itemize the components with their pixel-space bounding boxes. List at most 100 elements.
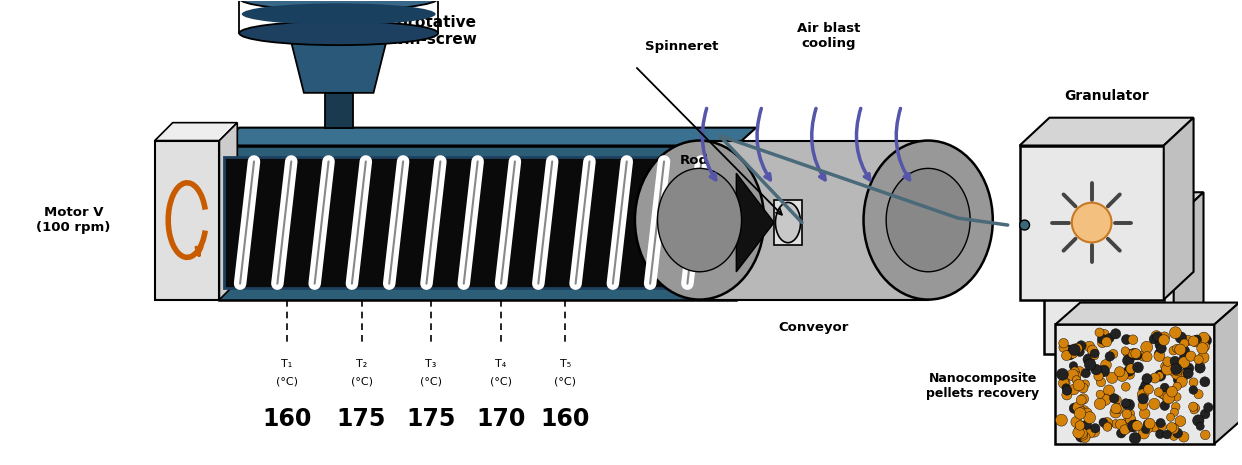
Circle shape <box>1166 364 1177 375</box>
Circle shape <box>1062 351 1072 360</box>
Circle shape <box>1194 355 1203 364</box>
Text: 160: 160 <box>540 407 590 431</box>
Circle shape <box>1100 418 1113 429</box>
Text: 175: 175 <box>406 407 456 431</box>
Circle shape <box>1087 413 1094 421</box>
Circle shape <box>1123 399 1134 411</box>
Text: Motor V
(100 rpm): Motor V (100 rpm) <box>36 206 111 234</box>
Circle shape <box>1110 404 1122 414</box>
Text: Conveyor: Conveyor <box>779 321 850 334</box>
Circle shape <box>1170 432 1179 440</box>
Circle shape <box>1138 393 1149 404</box>
Ellipse shape <box>240 21 438 45</box>
Circle shape <box>1103 385 1114 396</box>
Circle shape <box>1094 372 1103 381</box>
Text: Corotative
twin-screw: Corotative twin-screw <box>384 15 478 47</box>
Circle shape <box>1133 362 1144 373</box>
Circle shape <box>1082 369 1090 378</box>
Ellipse shape <box>886 168 970 272</box>
Circle shape <box>1084 359 1095 370</box>
Circle shape <box>1180 346 1190 356</box>
Ellipse shape <box>635 140 764 299</box>
Circle shape <box>1073 427 1084 438</box>
Circle shape <box>1171 364 1182 374</box>
Polygon shape <box>220 123 237 299</box>
Circle shape <box>1172 365 1182 376</box>
Ellipse shape <box>775 202 801 243</box>
Circle shape <box>1095 328 1104 337</box>
Circle shape <box>1059 343 1068 352</box>
Circle shape <box>1189 385 1197 394</box>
Circle shape <box>1126 423 1135 432</box>
Circle shape <box>1141 373 1153 384</box>
Circle shape <box>1082 408 1092 418</box>
Circle shape <box>1078 394 1088 404</box>
Circle shape <box>1170 408 1179 416</box>
Circle shape <box>1199 332 1210 344</box>
Circle shape <box>1141 425 1150 433</box>
Circle shape <box>1124 365 1135 376</box>
Circle shape <box>1154 351 1165 361</box>
Circle shape <box>1079 406 1089 415</box>
Circle shape <box>1179 432 1189 442</box>
Circle shape <box>1072 376 1081 384</box>
Circle shape <box>1155 372 1164 380</box>
Circle shape <box>1155 349 1164 358</box>
Circle shape <box>1103 423 1112 432</box>
Circle shape <box>1186 351 1196 361</box>
Circle shape <box>1155 430 1165 438</box>
Circle shape <box>1086 428 1095 438</box>
Circle shape <box>1200 335 1211 346</box>
Circle shape <box>1126 409 1135 418</box>
Circle shape <box>1074 366 1084 376</box>
Circle shape <box>1069 362 1078 370</box>
Text: T₅: T₅ <box>560 359 571 369</box>
Circle shape <box>1057 368 1068 380</box>
Circle shape <box>1160 383 1169 392</box>
Circle shape <box>1090 364 1102 375</box>
Circle shape <box>1197 352 1208 363</box>
Circle shape <box>1122 347 1129 355</box>
Ellipse shape <box>863 140 992 299</box>
Circle shape <box>1071 367 1079 376</box>
Circle shape <box>1203 403 1213 412</box>
Bar <box>1045 220 1174 354</box>
Circle shape <box>1114 366 1125 377</box>
Circle shape <box>1076 347 1084 357</box>
Circle shape <box>1125 414 1136 425</box>
Circle shape <box>1131 421 1143 431</box>
Circle shape <box>1175 344 1186 355</box>
Polygon shape <box>289 33 389 93</box>
Ellipse shape <box>242 3 436 25</box>
Circle shape <box>1179 357 1190 368</box>
Circle shape <box>1103 422 1112 431</box>
Polygon shape <box>1164 118 1194 299</box>
Circle shape <box>1107 372 1118 384</box>
Circle shape <box>1192 415 1203 426</box>
Circle shape <box>1163 357 1172 366</box>
Circle shape <box>1058 378 1069 388</box>
Circle shape <box>1138 351 1149 361</box>
Circle shape <box>1120 418 1130 428</box>
Circle shape <box>1175 416 1186 426</box>
Circle shape <box>1150 422 1159 432</box>
Circle shape <box>1105 352 1114 361</box>
Text: (°C): (°C) <box>420 376 442 386</box>
Circle shape <box>1100 359 1112 370</box>
Circle shape <box>1163 430 1171 439</box>
Circle shape <box>1112 419 1120 428</box>
Circle shape <box>1072 203 1112 242</box>
Circle shape <box>1067 369 1078 381</box>
Polygon shape <box>220 127 756 146</box>
Circle shape <box>1071 371 1081 381</box>
Bar <box>699 140 928 299</box>
Circle shape <box>1068 349 1078 358</box>
Circle shape <box>1082 420 1092 430</box>
Bar <box>289 0 389 33</box>
Circle shape <box>1089 426 1099 437</box>
Polygon shape <box>737 173 774 272</box>
Circle shape <box>1090 424 1100 433</box>
Circle shape <box>1071 416 1082 428</box>
Text: (°C): (°C) <box>554 376 576 386</box>
Circle shape <box>1159 332 1170 342</box>
